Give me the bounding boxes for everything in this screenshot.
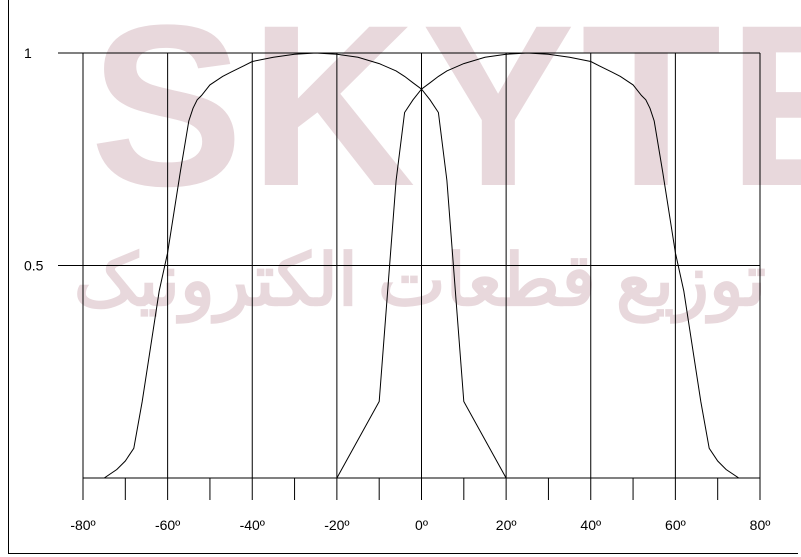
chart-frame — [8, 0, 798, 554]
series-line-1 — [83, 52, 507, 479]
x-tick-label: 40º — [580, 517, 601, 533]
tick-labels: -80º -60º -40º -20º 0º 20º 40º 60º 80º 0.5 1 — [24, 45, 770, 533]
watermark-brand: SKYTEC — [90, 0, 801, 234]
axes — [83, 477, 760, 500]
y-tick-label: 1 — [24, 45, 32, 61]
grid — [58, 52, 761, 500]
x-tick-label: -80º — [70, 517, 95, 533]
y-tick-label: 0.5 — [24, 258, 44, 274]
x-tick-label: 0º — [415, 517, 428, 533]
x-tick-label: 60º — [665, 517, 686, 533]
x-tick-label: 20º — [496, 517, 517, 533]
x-tick-label: 80º — [750, 517, 771, 533]
series-line-2 — [336, 52, 760, 479]
x-tick-label: -40º — [240, 517, 265, 533]
watermark-subtitle: توزیع قطعات الکترونیک — [74, 241, 766, 324]
watermark: SKYTEC توزیع قطعات الکترونیک — [74, 0, 801, 324]
x-tick-label: -60º — [155, 517, 180, 533]
series-group — [83, 52, 760, 479]
x-tick-label: -20º — [324, 517, 349, 533]
